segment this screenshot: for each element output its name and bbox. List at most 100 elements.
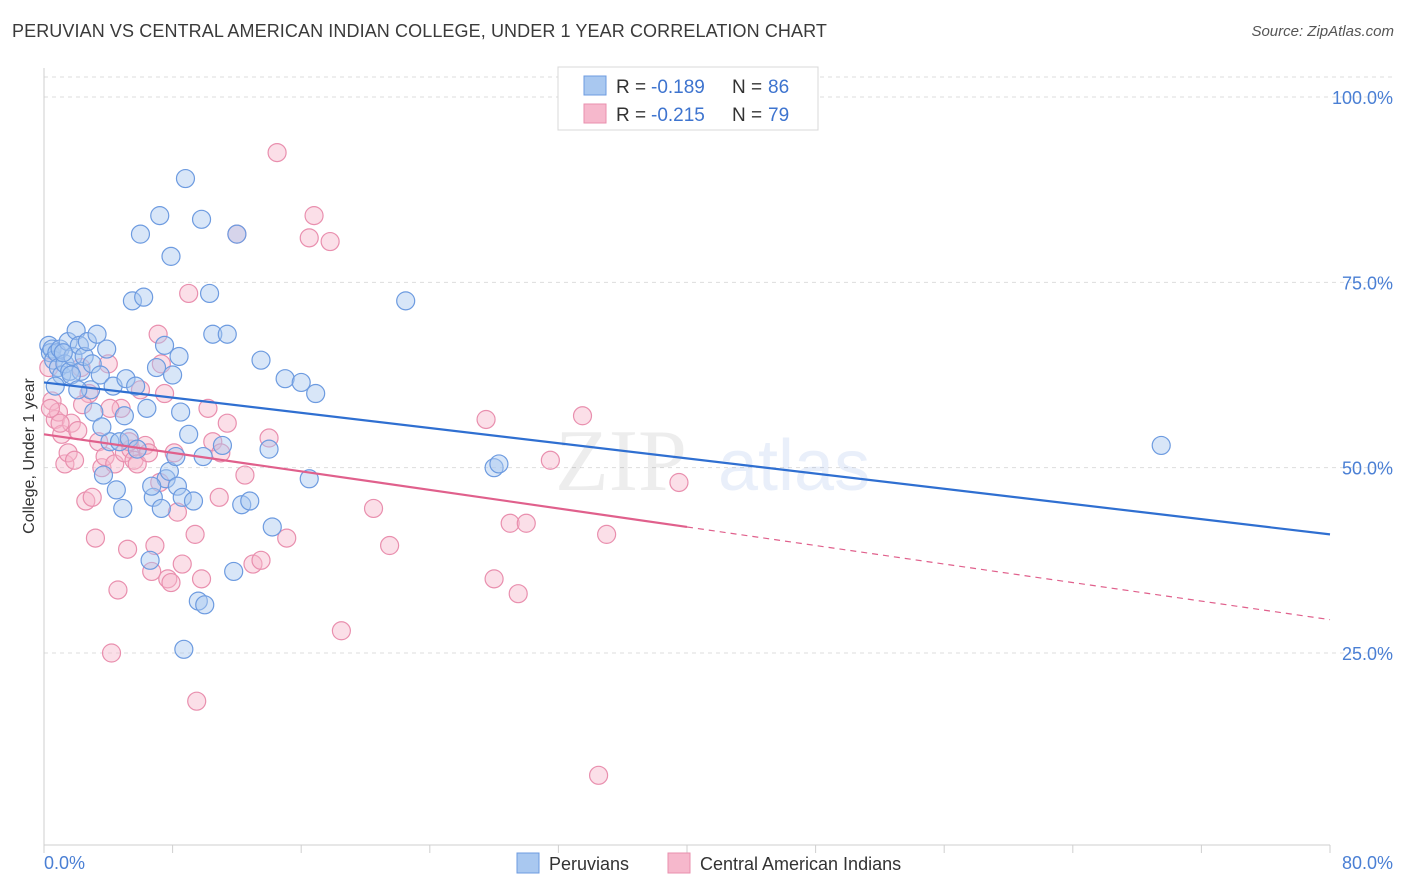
legend-n-label-1: N = [732, 77, 762, 98]
central-american-indians-point [95, 446, 115, 467]
x-tick-label: 80.0% [1342, 853, 1393, 873]
peruvians-point [396, 291, 416, 311]
legend-r-value-1: -0.189 [651, 77, 705, 98]
peruvians-point [1151, 435, 1171, 456]
x-tick-label: 0.0% [44, 853, 85, 873]
peruvians-point [183, 491, 204, 511]
central-american-indians-point [82, 487, 102, 507]
central-american-indians-point [203, 432, 223, 452]
central-american-indians-point [540, 450, 560, 470]
central-american-indians-point [597, 524, 617, 544]
peruvians-point [116, 369, 136, 389]
central-american-indians-point [251, 550, 271, 570]
peruvians-point [489, 454, 509, 474]
peruvians-point [167, 476, 188, 496]
central-american-indians-point [167, 502, 188, 522]
tick-labels: 25.0% 50.0% 75.0% 100.0% 0.0% 80.0% [44, 88, 1393, 873]
central-american-indians-point [476, 409, 496, 430]
central-american-indians-point [572, 406, 593, 426]
central-american-indians-point [61, 413, 81, 433]
peruvians-point [150, 206, 170, 226]
chart-source: Source: ZipAtlas.com [1251, 23, 1394, 40]
bottom-legend: Peruvians Central American Indians [516, 852, 901, 874]
central-american-indians-point [161, 572, 181, 593]
peruvians-point [171, 402, 191, 422]
peruvians-point [262, 517, 282, 537]
central-american-indians-point [42, 391, 62, 411]
axis-layer [43, 68, 1331, 853]
central-american-indians-point [516, 513, 536, 533]
peruvians-point [291, 372, 311, 393]
y-axis-title: College, Under 1 year [21, 378, 38, 534]
peruvians-point [174, 639, 194, 659]
peruvians-point [74, 346, 94, 367]
peruvians-point [53, 343, 73, 363]
peruvians-point [191, 209, 212, 229]
peruvians-point [113, 498, 133, 519]
peruvians-point [71, 361, 91, 381]
chart-title: PERUVIAN VS CENTRAL AMERICAN INDIAN COLL… [12, 21, 828, 41]
peruvians-point [195, 595, 215, 615]
legend-n-label-2: N = [732, 105, 762, 126]
peruvians-point [77, 332, 98, 352]
central-american-indians-point [331, 621, 351, 641]
peruvians-point [166, 446, 186, 467]
peruvians-point [114, 406, 134, 426]
central-american-indians-point [209, 487, 229, 507]
peruvians-point [93, 465, 114, 485]
central-american-indians-point [198, 398, 218, 418]
watermark-atlas: atlas [718, 426, 870, 506]
central-american-indians-point [148, 324, 168, 344]
legend-swatch-blue [583, 75, 607, 96]
central-american-indians-point [145, 535, 165, 556]
central-american-indians-point [259, 428, 279, 448]
central-american-indians-point [40, 398, 61, 418]
central-american-indians-point [588, 765, 609, 785]
peruvians-point [58, 332, 78, 352]
central-american-indians-point [235, 465, 255, 485]
peruvians-point [251, 350, 271, 370]
central-american-indians-point [669, 472, 689, 493]
bottom-legend-swatch-peruvians [516, 852, 540, 874]
legend-r-label-2: R = [616, 105, 646, 126]
trend-layer [43, 381, 1331, 621]
peruvians-point [90, 365, 110, 385]
peruvians-point [68, 380, 88, 400]
watermark-zip: ZIP [555, 413, 687, 510]
central-american-indians-point [101, 643, 122, 663]
peruvians-point [163, 365, 183, 385]
y-tick-label: 100.0% [1332, 88, 1393, 108]
central-american-indians-point [108, 580, 128, 600]
central-american-indians-point [154, 383, 175, 404]
peruvians-point [140, 550, 160, 570]
peruvians-point [179, 424, 199, 444]
peruvians-point [161, 246, 181, 266]
central-american-indians-point [217, 413, 237, 433]
central-american-indians-point [85, 528, 106, 548]
peruvians-point [137, 398, 157, 418]
bottom-legend-peruvians: Peruvians [549, 854, 629, 874]
central-american-indians-point [320, 231, 340, 252]
series-peruvians-points [39, 168, 1171, 659]
peruvians-point [106, 480, 126, 500]
y-tick-label: 25.0% [1342, 644, 1393, 664]
peruvians-point [175, 168, 196, 189]
central-american-indians-point [500, 513, 520, 533]
central-american-indians-point [58, 443, 78, 463]
central-american-indians-point [68, 421, 88, 441]
central-american-indians-point [304, 206, 324, 226]
peruvians-point [227, 224, 247, 244]
central-american-indians-point [191, 569, 212, 589]
peruvians-point [203, 324, 223, 344]
peruvians-point [134, 287, 154, 307]
peruvians-point [240, 491, 260, 511]
bottom-legend-central-american-indians: Central American Indians [700, 854, 901, 874]
peruvians-point [82, 354, 102, 374]
peruvians-point [130, 224, 151, 244]
peruvians-point [146, 357, 167, 378]
bottom-legend-swatch-central-american-indians [667, 852, 691, 874]
peruvians-point [259, 439, 279, 459]
central-american-indians-point [267, 143, 287, 163]
legend-n-value-2: 79 [768, 105, 789, 126]
